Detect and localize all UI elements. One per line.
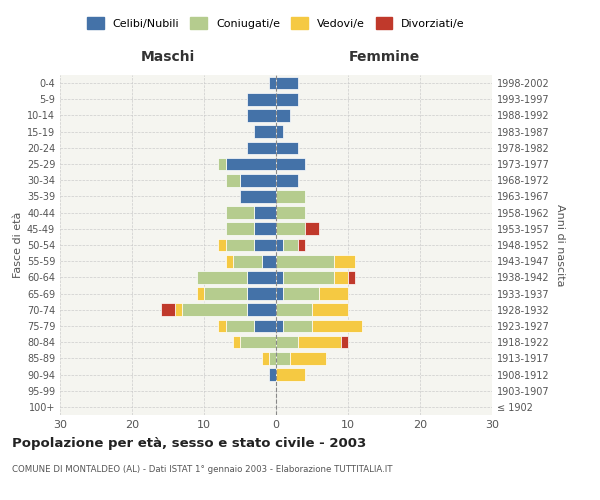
Bar [226,255,233,268]
Bar [247,271,276,283]
Bar [283,288,319,300]
Bar [283,238,298,252]
Bar [276,142,298,154]
Text: Femmine: Femmine [349,50,419,64]
Bar [218,320,226,332]
Bar [254,222,276,235]
Bar [298,336,341,348]
Bar [254,320,276,332]
Bar [226,320,254,332]
Bar [161,304,175,316]
Bar [348,271,355,283]
Bar [262,352,269,364]
Bar [226,222,254,235]
Bar [204,288,247,300]
Bar [226,158,276,170]
Bar [312,320,362,332]
Bar [283,271,334,283]
Bar [290,352,326,364]
Text: Maschi: Maschi [141,50,195,64]
Bar [247,142,276,154]
Bar [276,304,312,316]
Bar [283,320,312,332]
Bar [276,255,334,268]
Bar [276,288,283,300]
Bar [182,304,247,316]
Bar [319,288,348,300]
Bar [233,336,240,348]
Bar [276,206,305,219]
Text: Popolazione per età, sesso e stato civile - 2003: Popolazione per età, sesso e stato civil… [12,438,366,450]
Bar [240,336,276,348]
Bar [226,238,254,252]
Bar [233,255,262,268]
Bar [197,288,204,300]
Bar [269,352,276,364]
Bar [341,336,348,348]
Bar [276,109,290,122]
Bar [226,206,254,219]
Bar [334,255,355,268]
Bar [254,126,276,138]
Bar [276,336,298,348]
Bar [305,222,319,235]
Bar [276,77,298,90]
Bar [218,158,226,170]
Bar [247,304,276,316]
Bar [276,158,305,170]
Bar [247,93,276,106]
Bar [276,238,283,252]
Bar [276,190,305,202]
Legend: Celibi/Nubili, Coniugati/e, Vedovi/e, Divorziati/e: Celibi/Nubili, Coniugati/e, Vedovi/e, Di… [83,13,469,34]
Bar [276,174,298,186]
Bar [262,255,276,268]
Bar [240,190,276,202]
Bar [197,271,247,283]
Bar [218,238,226,252]
Bar [269,77,276,90]
Bar [254,206,276,219]
Bar [175,304,182,316]
Bar [276,93,298,106]
Bar [226,174,240,186]
Bar [247,109,276,122]
Bar [312,304,348,316]
Y-axis label: Anni di nascita: Anni di nascita [555,204,565,286]
Bar [334,271,348,283]
Text: COMUNE DI MONTALDEO (AL) - Dati ISTAT 1° gennaio 2003 - Elaborazione TUTTITALIA.: COMUNE DI MONTALDEO (AL) - Dati ISTAT 1°… [12,466,392,474]
Bar [276,352,290,364]
Bar [276,222,305,235]
Bar [247,288,276,300]
Y-axis label: Fasce di età: Fasce di età [13,212,23,278]
Bar [269,368,276,381]
Bar [254,238,276,252]
Bar [240,174,276,186]
Bar [276,368,305,381]
Bar [276,320,283,332]
Bar [298,238,305,252]
Bar [276,126,283,138]
Bar [276,271,283,283]
